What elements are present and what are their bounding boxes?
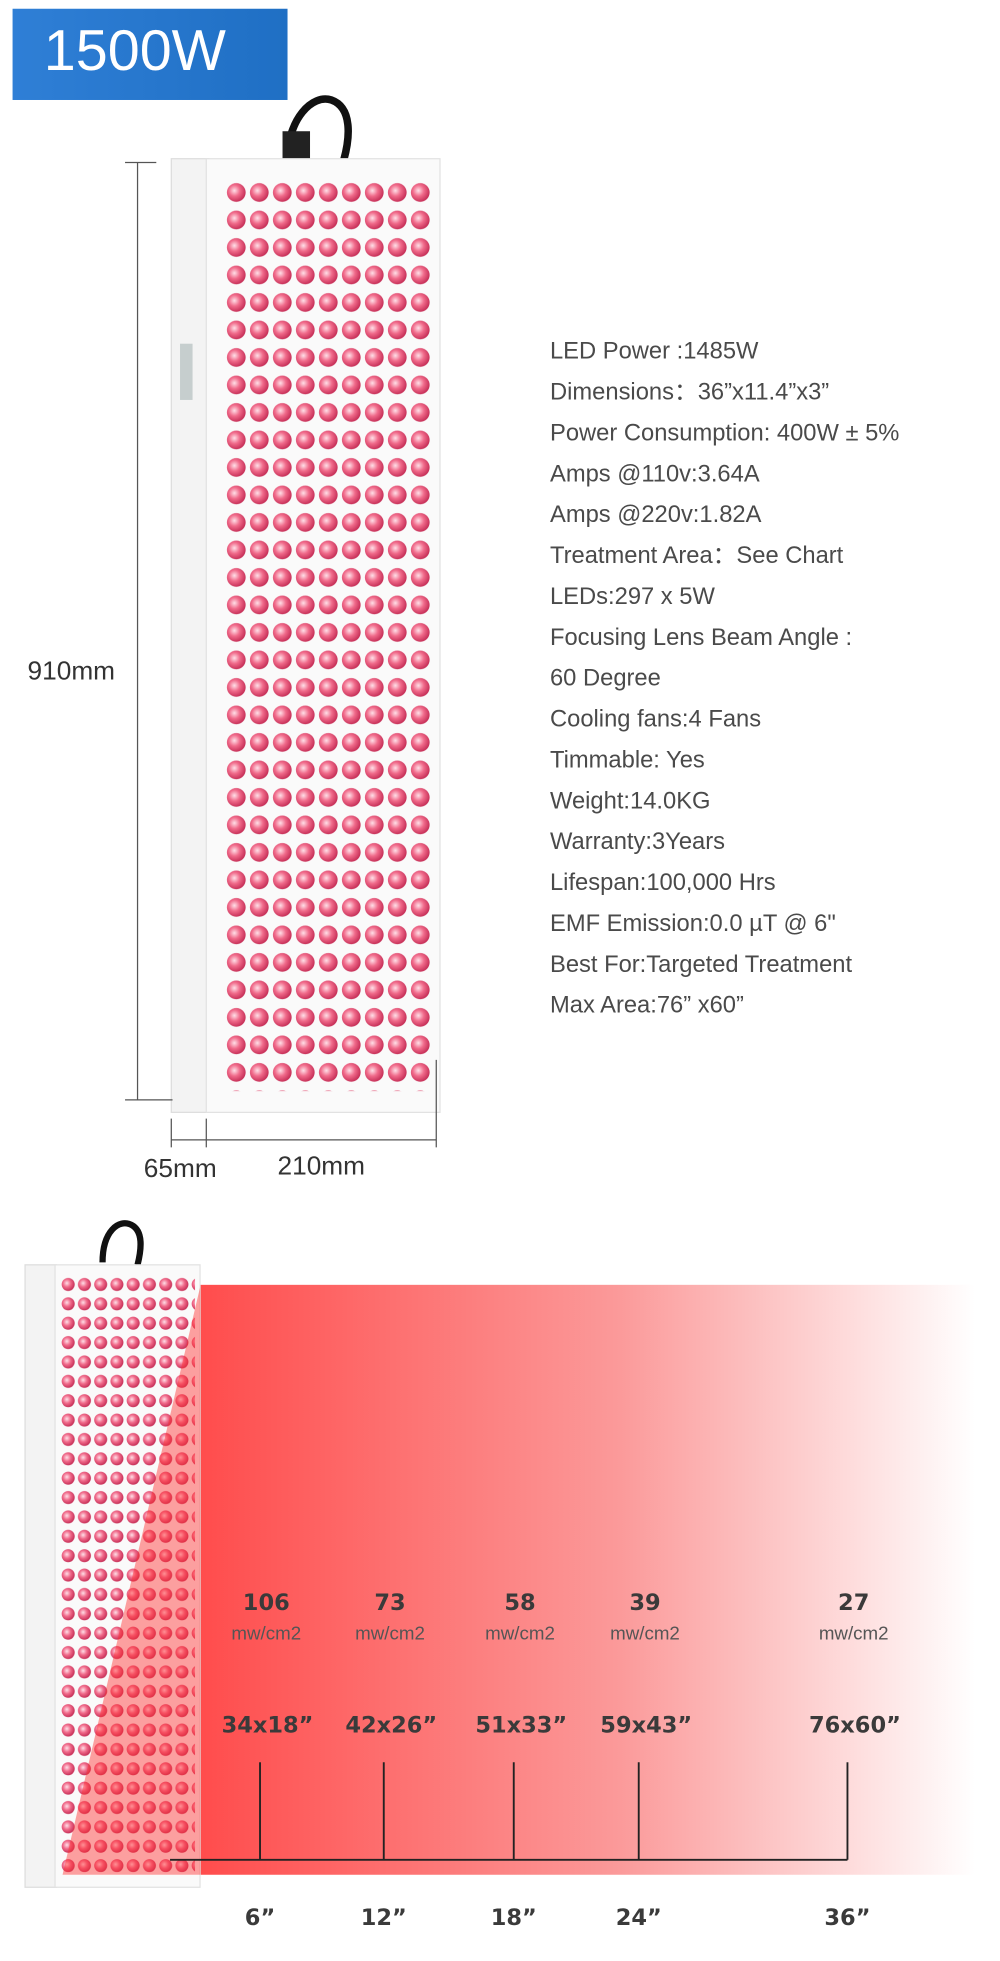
irradiance-value: 58	[504, 1590, 535, 1616]
irradiance-unit: mw/cm2	[485, 1623, 555, 1644]
spec-line: 60 Degree	[550, 666, 661, 692]
distance-label: 36”	[824, 1905, 870, 1931]
coverage-diagram	[24, 1220, 975, 1888]
depth-label: 65mm	[144, 1153, 217, 1183]
spec-line: Timmable: Yes	[550, 747, 705, 773]
coverage-area: 76x60”	[809, 1713, 901, 1739]
spec-line: LED Power :1485W	[550, 339, 759, 365]
irradiance-unit: mw/cm2	[231, 1623, 301, 1644]
spec-line: Best For:Targeted Treatment	[550, 952, 852, 978]
spec-line: Dimensions：36”x11.4”x3”	[550, 380, 829, 406]
spec-line: EMF Emission:0.0 µT @ 6"	[550, 911, 836, 937]
spec-line: Power Consumption: 400W ± 5%	[550, 420, 899, 446]
distance-label: 24”	[616, 1905, 662, 1931]
width-label: 210mm	[278, 1150, 365, 1180]
spec-list: LED Power :1485W Dimensions：36”x11.4”x3” P…	[550, 339, 899, 1019]
dimension-lines	[125, 161, 437, 1148]
distance-label: 18”	[491, 1905, 537, 1931]
irradiance-value: 106	[243, 1590, 290, 1616]
spec-line: Warranty:3Years	[550, 829, 725, 855]
irradiance-unit: mw/cm2	[355, 1623, 425, 1644]
spec-line: Lifespan:100,000 Hrs	[550, 870, 776, 896]
spec-line: Focusing Lens Beam Angle :	[550, 625, 852, 651]
irradiance-value: 39	[629, 1590, 660, 1616]
badge-text: 1500W	[44, 19, 227, 83]
irradiance-value: 27	[838, 1590, 869, 1616]
distance-label: 6”	[245, 1905, 275, 1931]
spec-line: Amps @110v:3.64A	[550, 461, 760, 487]
spec-line: Max Area:76” x60”	[550, 993, 744, 1019]
distance-label: 12”	[361, 1905, 407, 1931]
coverage-area: 42x26”	[345, 1713, 437, 1739]
spec-line: LEDs:297 x 5W	[550, 584, 715, 610]
irradiance-value: 73	[374, 1590, 405, 1616]
irradiance-columns: 106 mw/cm2 34x18” 6” 73 mw/cm2 42x26” 12” 58 mw/c…	[222, 1590, 901, 1931]
coverage-area: 51x33”	[475, 1713, 567, 1739]
spec-line: Cooling fans:4 Fans	[550, 707, 761, 733]
spec-line: Weight:14.0KG	[550, 788, 711, 814]
spec-line: Treatment Area：See Chart	[550, 543, 844, 569]
spec-line: Amps @220v:1.82A	[550, 502, 762, 528]
coverage-area: 34x18”	[222, 1713, 314, 1739]
badge: 1500W	[12, 8, 288, 100]
coverage-area: 59x43”	[600, 1713, 692, 1739]
panel	[170, 95, 441, 1113]
irradiance-unit: mw/cm2	[819, 1623, 889, 1644]
height-label: 910mm	[28, 655, 115, 685]
irradiance-unit: mw/cm2	[610, 1623, 680, 1644]
